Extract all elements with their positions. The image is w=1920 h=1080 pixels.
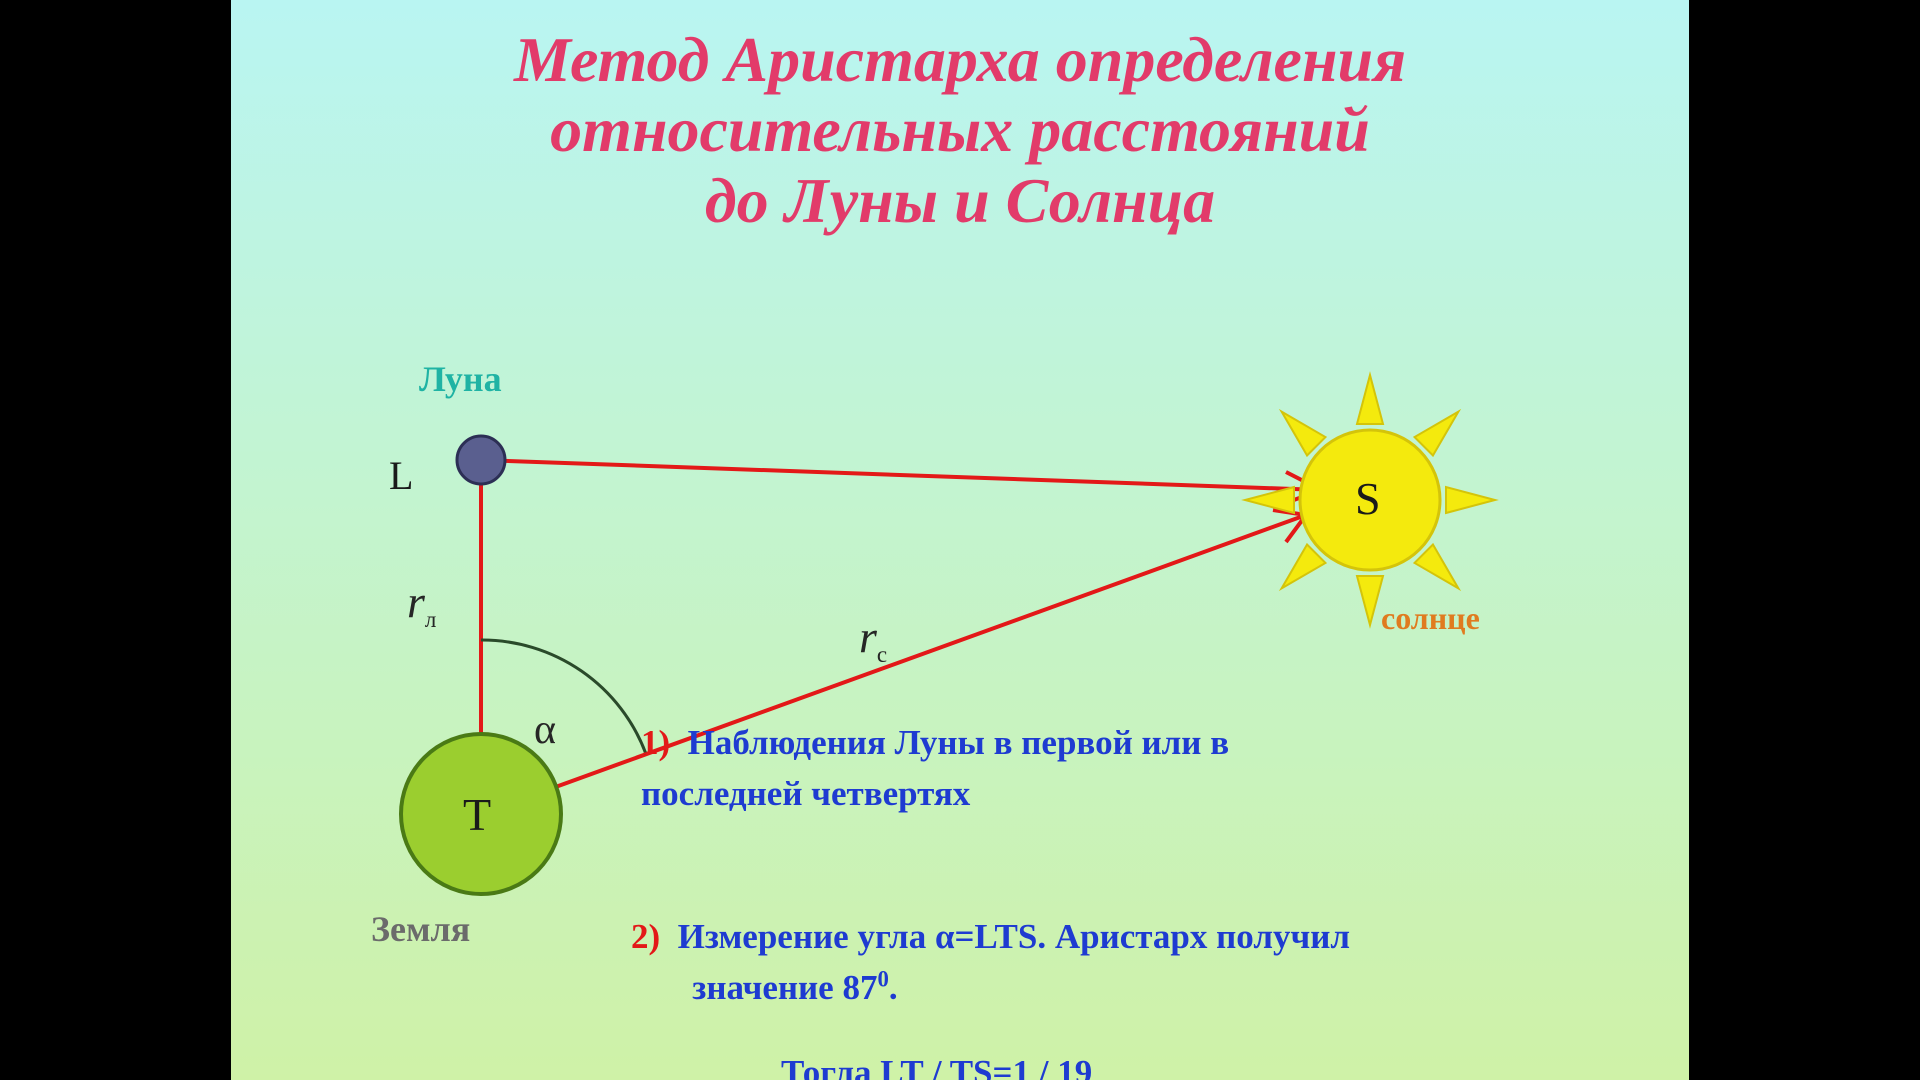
item2-line2c: . xyxy=(889,968,898,1007)
text-item-1: 1) Наблюдения Луны в первой или в послед… xyxy=(641,718,1229,820)
r-moon-sub: л xyxy=(425,607,436,632)
earth-point-label: T xyxy=(463,788,491,841)
r-sun-main: r xyxy=(859,611,877,662)
moon-label: Луна xyxy=(419,358,502,400)
earth-label: Земля xyxy=(371,908,470,950)
r-moon-label: rл xyxy=(407,575,436,633)
text-item-3: Тогла LT / TS=1 / 19 xyxy=(781,1048,1092,1080)
sun-point-label: S xyxy=(1355,472,1381,525)
item3-text: Тогла LT / TS=1 / 19 xyxy=(781,1053,1092,1080)
r-moon-main: r xyxy=(407,576,425,627)
item1-line1: Наблюдения Луны в первой или в xyxy=(688,723,1229,762)
item2-line2a: значение 87 xyxy=(692,968,877,1007)
item2-line1: Измерение угла α=LTS. Аристарх получил xyxy=(678,917,1350,956)
slide-stage: Метод Аристарха определения относительны… xyxy=(231,0,1689,1080)
item2-number: 2) xyxy=(631,917,660,956)
moon-point-label: L xyxy=(389,452,413,499)
sun-label: солнце xyxy=(1381,600,1480,637)
angle-label: α xyxy=(534,706,556,754)
r-sun-sub: с xyxy=(877,642,887,667)
text-item-2: 2) Измерение угла α=LTS. Аристарх получи… xyxy=(631,912,1350,1014)
item2-degree: 0 xyxy=(877,966,888,991)
moon-circle xyxy=(457,436,505,484)
item1-number: 1) xyxy=(641,723,670,762)
r-sun-label: rс xyxy=(859,610,887,668)
item1-line2: последней четвертях xyxy=(641,774,970,813)
